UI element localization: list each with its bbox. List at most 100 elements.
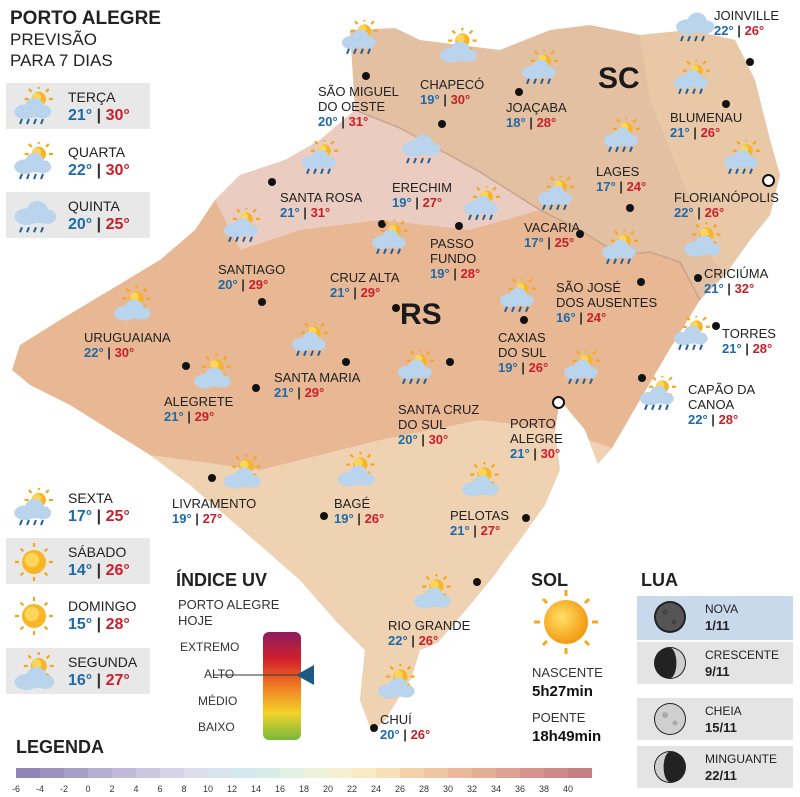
city-marker-torres	[712, 322, 720, 330]
scale-tick-label: 32	[466, 784, 477, 794]
state-label-rs: RS	[400, 298, 442, 331]
city-min: 17°	[596, 179, 616, 194]
city-temps: 19° | 27°	[172, 511, 223, 526]
scale-tick-label: -4	[35, 784, 44, 794]
sun-icon	[10, 542, 58, 582]
forecast-day-sexta: SEXTA 17° | 25°	[6, 484, 150, 530]
city-marker-chui	[370, 724, 378, 732]
city-marker-santa-rosa	[268, 178, 276, 186]
city-min: 21°	[722, 341, 742, 356]
city-name: URUGUAIANA	[84, 330, 171, 345]
city-name: ERECHIM	[392, 180, 452, 195]
city-santa-maria: SANTA MARIA 21° | 29°	[274, 370, 360, 400]
rio-grande-do-sul-region	[12, 110, 700, 732]
city-marker-livramento	[208, 474, 216, 482]
city-min: 21°	[274, 385, 294, 400]
moon-phase-cheia: CHEIA 15/11	[637, 698, 793, 740]
lagoa-mirim	[405, 640, 460, 705]
city-cruz-alta: CRUZ ALTA 21° | 29°	[330, 270, 400, 300]
city-temps: 21° | 29°	[274, 385, 325, 400]
city-name: BLUMENAU	[670, 110, 743, 125]
forecast-temps: 22° | 30°	[68, 162, 130, 179]
forecast-max: 25°	[105, 508, 130, 525]
forecast-day-sabado: SÁBADO 14° | 26°	[6, 538, 150, 584]
santa-catarina-east	[640, 30, 780, 275]
city-chui: CHUÍ 20° | 26°	[380, 712, 430, 742]
sun-cloud-icon	[220, 452, 264, 490]
city-marker-chapeco	[438, 120, 446, 128]
uv-gradient-bar	[263, 632, 301, 740]
sun-cloud-rain-icon	[10, 139, 58, 182]
moon-phase-nova: NOVA 1/11	[637, 596, 793, 640]
city-max: 28°	[536, 115, 557, 130]
scale-color-cell	[472, 768, 496, 778]
city-temps: 20° | 30°	[398, 432, 449, 447]
city-max: 28°	[752, 341, 773, 356]
city-name: PASSO FUNDO	[430, 236, 477, 266]
sun-cloud-rain-icon	[670, 313, 714, 352]
sun-cloud-icon	[110, 284, 154, 322]
sunrise-time: 5h27min	[532, 683, 593, 700]
city-min: 21°	[704, 281, 724, 296]
forecast-min: 21°	[68, 107, 93, 124]
city-rio-grande: RIO GRANDE 22° | 26°	[388, 618, 470, 648]
city-temps: 22° | 26°	[388, 633, 439, 648]
scale-color-cell	[160, 768, 184, 778]
scale-color-cell	[64, 768, 88, 778]
scale-tick-label: 24	[370, 784, 381, 794]
scale-color-cell	[256, 768, 280, 778]
scale-tick-label: 8	[181, 784, 187, 794]
scale-color-cell	[520, 768, 544, 778]
sun-icon	[10, 596, 58, 636]
city-name: SANTIAGO	[218, 262, 286, 277]
sun-cloud-rain-icon	[598, 227, 642, 266]
last-quarter-moon-icon	[651, 748, 689, 786]
lua-title: LUA	[641, 570, 678, 590]
city-marker-sao-miguel-do-oeste	[362, 72, 370, 80]
city-marker-passo-fundo	[455, 222, 463, 230]
moon-phase-name: CRESCENTE	[705, 648, 780, 662]
city-marker-rio-grande	[473, 578, 481, 586]
scale-tick-label: 30	[442, 784, 453, 794]
city-livramento: LIVRAMENTO 19° | 27°	[172, 496, 256, 526]
city-temps: 21° | 27°	[450, 523, 501, 538]
city-min: 21°	[670, 125, 690, 140]
forecast-temps: 15° | 28°	[68, 616, 130, 633]
scale-tick-label: 38	[538, 784, 549, 794]
city-max: 27°	[422, 195, 443, 210]
city-name: CAPÃO DA CANOA	[688, 382, 756, 412]
city-santa-rosa: SANTA ROSA 21° | 31°	[280, 190, 362, 220]
city-chapeco: CHAPECÓ 19° | 30°	[420, 77, 484, 107]
city-max: 32°	[734, 281, 755, 296]
city-vacaria: VACARIA 17° | 25°	[524, 220, 580, 250]
city-max: 26°	[700, 125, 721, 140]
forecast-day-segunda: SEGUNDA 16° | 27°	[6, 648, 150, 694]
city-capao-da-canoa: CAPÃO DA CANOA 22° | 28°	[688, 382, 755, 427]
scale-tick-label: 4	[133, 784, 139, 794]
city-porto-alegre: PORTO ALEGRE 21° | 30°	[510, 416, 563, 461]
city-temps: 17° | 24°	[596, 179, 647, 194]
city-sao-jose-dos-ausentes: SÃO JOSÉ DOS AUSENTES 16° | 24°	[556, 280, 657, 325]
sun-cloud-icon	[458, 460, 502, 498]
city-name: LIVRAMENTO	[172, 496, 257, 511]
uv-level-extremo: EXTREMO	[180, 640, 240, 654]
city-temps: 19° | 28°	[430, 266, 481, 281]
city-marker-pelotas	[522, 514, 530, 522]
capital-marker-porto-alegre	[552, 396, 565, 409]
city-min: 22°	[84, 345, 104, 360]
header-city: PORTO ALEGRE	[10, 8, 161, 29]
scale-color-cell	[16, 768, 40, 778]
city-min: 19°	[430, 266, 450, 281]
city-marker-joacaba	[515, 88, 523, 96]
sun-cloud-icon	[410, 572, 454, 610]
scale-tick-label: 26	[394, 784, 405, 794]
forecast-day-label: DOMINGO	[68, 598, 137, 614]
city-name: SÃO MIGUEL DO OESTE	[318, 84, 399, 114]
city-name: CRUZ ALTA	[330, 270, 400, 285]
city-min: 21°	[164, 409, 184, 424]
city-torres: TORRES 21° | 28°	[722, 326, 776, 356]
city-blumenau: BLUMENAU 21° | 26°	[670, 110, 742, 140]
forecast-day-domingo: DOMINGO 15° | 28°	[6, 592, 150, 638]
sol-title: SOL	[531, 570, 569, 590]
capital-marker-florianopolis	[762, 174, 775, 187]
